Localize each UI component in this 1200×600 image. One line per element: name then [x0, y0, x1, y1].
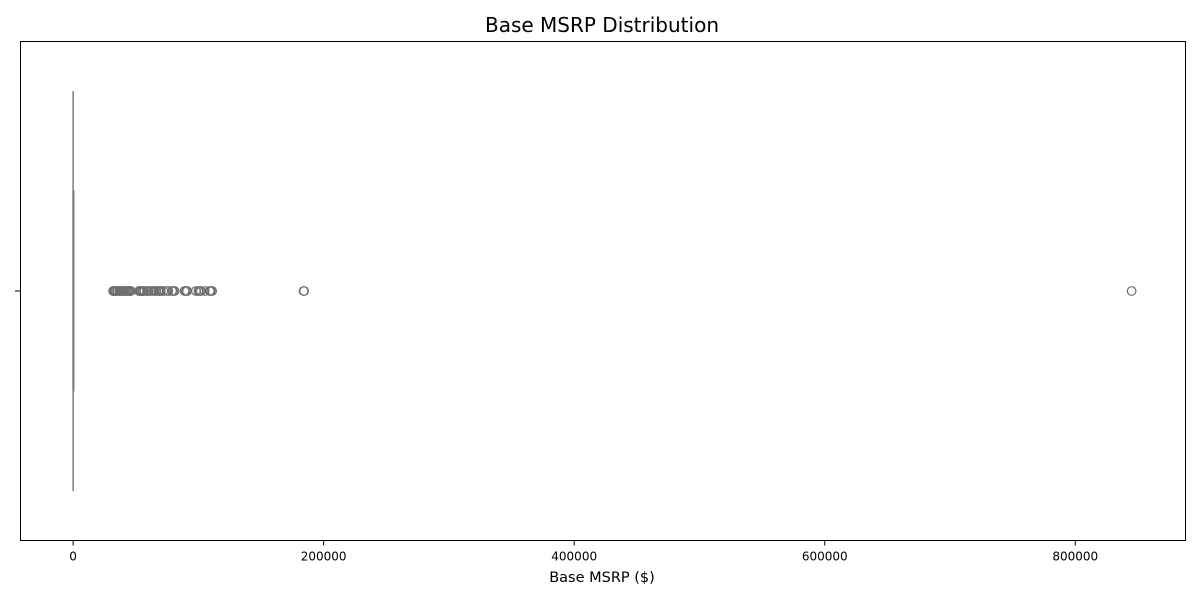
box-element [72, 91, 75, 491]
x-axis-ticks: 0 200000 400000 600000 800000 [69, 540, 1098, 564]
outlier-point [199, 286, 210, 296]
x-tick-label: 0 [69, 550, 77, 564]
outlier-point [207, 286, 218, 296]
chart-title: Base MSRP Distribution [485, 13, 719, 37]
outlier-points [108, 286, 1137, 296]
x-tick-label: 400000 [551, 550, 597, 564]
outlier-point [169, 286, 180, 296]
outlier-point [1126, 286, 1137, 296]
x-tick-label: 200000 [301, 550, 347, 564]
outlier-point [155, 286, 166, 296]
outlier-point [299, 286, 310, 296]
x-axis-label: Base MSRP ($) [549, 570, 655, 586]
x-tick-label: 800000 [1052, 550, 1098, 564]
outlier-point [163, 286, 174, 296]
x-tick-label: 600000 [802, 550, 848, 564]
